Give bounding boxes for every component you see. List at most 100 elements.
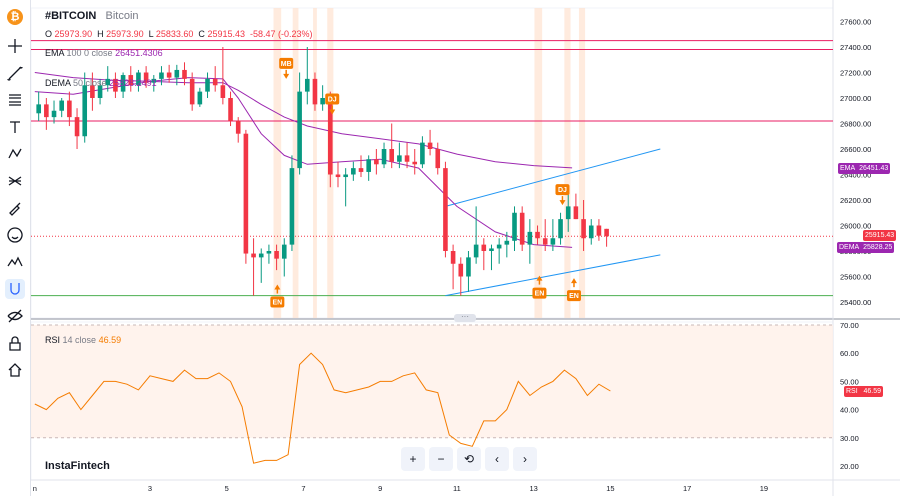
signal-zone [534,8,543,318]
scroll-right-button[interactable]: › [513,447,537,471]
rsi-params: 14 close [62,335,97,345]
measure-icon[interactable] [5,252,25,272]
signal-annotation: EN [532,275,547,299]
candle-body [59,100,65,111]
candle-body [220,85,226,98]
candle-body [374,159,379,165]
arrow-up-icon [570,278,577,284]
candle-body [151,78,157,83]
candle-body [504,240,510,245]
price-tick-label: 26600.00 [840,145,871,154]
rsi-legend[interactable]: RSI 14 close 46.59 [45,335,121,345]
dema-legend[interactable]: DEMA 50 close 25828.2491 [45,78,157,88]
pattern-icon[interactable] [5,144,25,164]
candle-body [143,72,149,83]
open-label: O [45,29,53,39]
candle-body [44,104,49,118]
low-value: 25833.60 [155,29,194,39]
candle-body [466,257,471,277]
magnet-icon[interactable] [5,279,25,299]
time-tick-label: 19 [760,484,768,493]
dema-price-label: DEMA 25828.25 [837,242,895,253]
price-tick-label: 26800.00 [840,120,871,129]
lock-icon[interactable] [5,333,25,353]
eye-hide-icon[interactable] [5,306,25,326]
candle-body [105,78,111,86]
time-tick-label: 7 [301,484,305,493]
candle-body [381,149,387,165]
candle-body [412,161,418,165]
candle-body [358,168,364,172]
candle-body [458,263,464,277]
candle-body [174,69,180,78]
zoom-in-button[interactable]: + [401,447,425,471]
symbol-description: Bitcoin [105,10,139,22]
candle-body [113,78,118,92]
candle-body [312,78,318,105]
signal-label: EN [535,291,545,298]
arrow-up-icon [274,284,281,290]
signal-annotation: MB [279,57,294,79]
candle-body [351,168,356,175]
candle-body [36,104,41,114]
candle-body [235,120,241,134]
price-tick-label: 26200.00 [840,196,871,205]
candle-body [604,228,609,237]
candle-body [205,78,210,92]
signal-badge [566,290,581,302]
price-tick-label: 26400.00 [840,171,871,180]
channel-line [445,148,661,207]
candle-body [550,238,556,245]
candle-body [320,98,325,105]
time-tick-label: 15 [606,484,614,493]
signal-badge [270,296,285,308]
candle-body [128,75,134,86]
candle-body [404,155,410,162]
arrow-up-icon [536,275,543,281]
ema-legend[interactable]: EMA 100 0 close 26451.4306 [45,48,163,58]
trend-line-icon[interactable] [5,63,25,83]
candle-body [243,133,249,254]
signal-zone [292,8,299,318]
reset-chart-button[interactable]: ⟲ [457,447,481,471]
candle-body [212,78,218,86]
candle-body [573,206,579,220]
zoom-out-button[interactable]: − [429,447,453,471]
candle-body [527,231,533,245]
brush-icon[interactable] [5,198,25,218]
candle-body [335,174,341,178]
rsi-value: 46.59 [98,335,122,345]
candle-body [266,251,272,254]
candle-body [535,231,540,239]
drawing-toolbar: ₿ [0,0,31,496]
emoji-icon[interactable] [5,225,25,245]
signal-label: MB [281,61,292,68]
candle-body [82,85,88,137]
text-icon[interactable] [5,117,25,137]
fib-icon[interactable] [5,90,25,110]
bitcoin-logo: ₿ [7,9,23,25]
price-tick-label: 25400.00 [840,298,871,307]
candle-body [197,91,203,105]
pane-resize-handle[interactable]: ··· [454,313,476,322]
candle-body [74,117,80,137]
prediction-icon[interactable] [5,171,25,191]
signal-badge [279,57,294,69]
candle-body [343,174,348,178]
arrow-down-icon [329,109,336,115]
candle-body [542,238,548,245]
candle-body [281,244,287,259]
close-label: C [198,29,205,39]
price-tick-label: 26000.00 [840,222,871,231]
home-icon[interactable] [5,360,25,380]
candle-body [67,100,72,118]
candle-body [558,219,563,239]
crosshair-icon[interactable] [5,36,25,56]
candle-body [136,72,141,86]
signal-annotation: DJ [555,184,570,206]
candle-body [366,159,371,172]
candle-body [581,219,586,239]
scroll-left-button[interactable]: ‹ [485,447,509,471]
time-tick-label: 11 [453,484,461,493]
